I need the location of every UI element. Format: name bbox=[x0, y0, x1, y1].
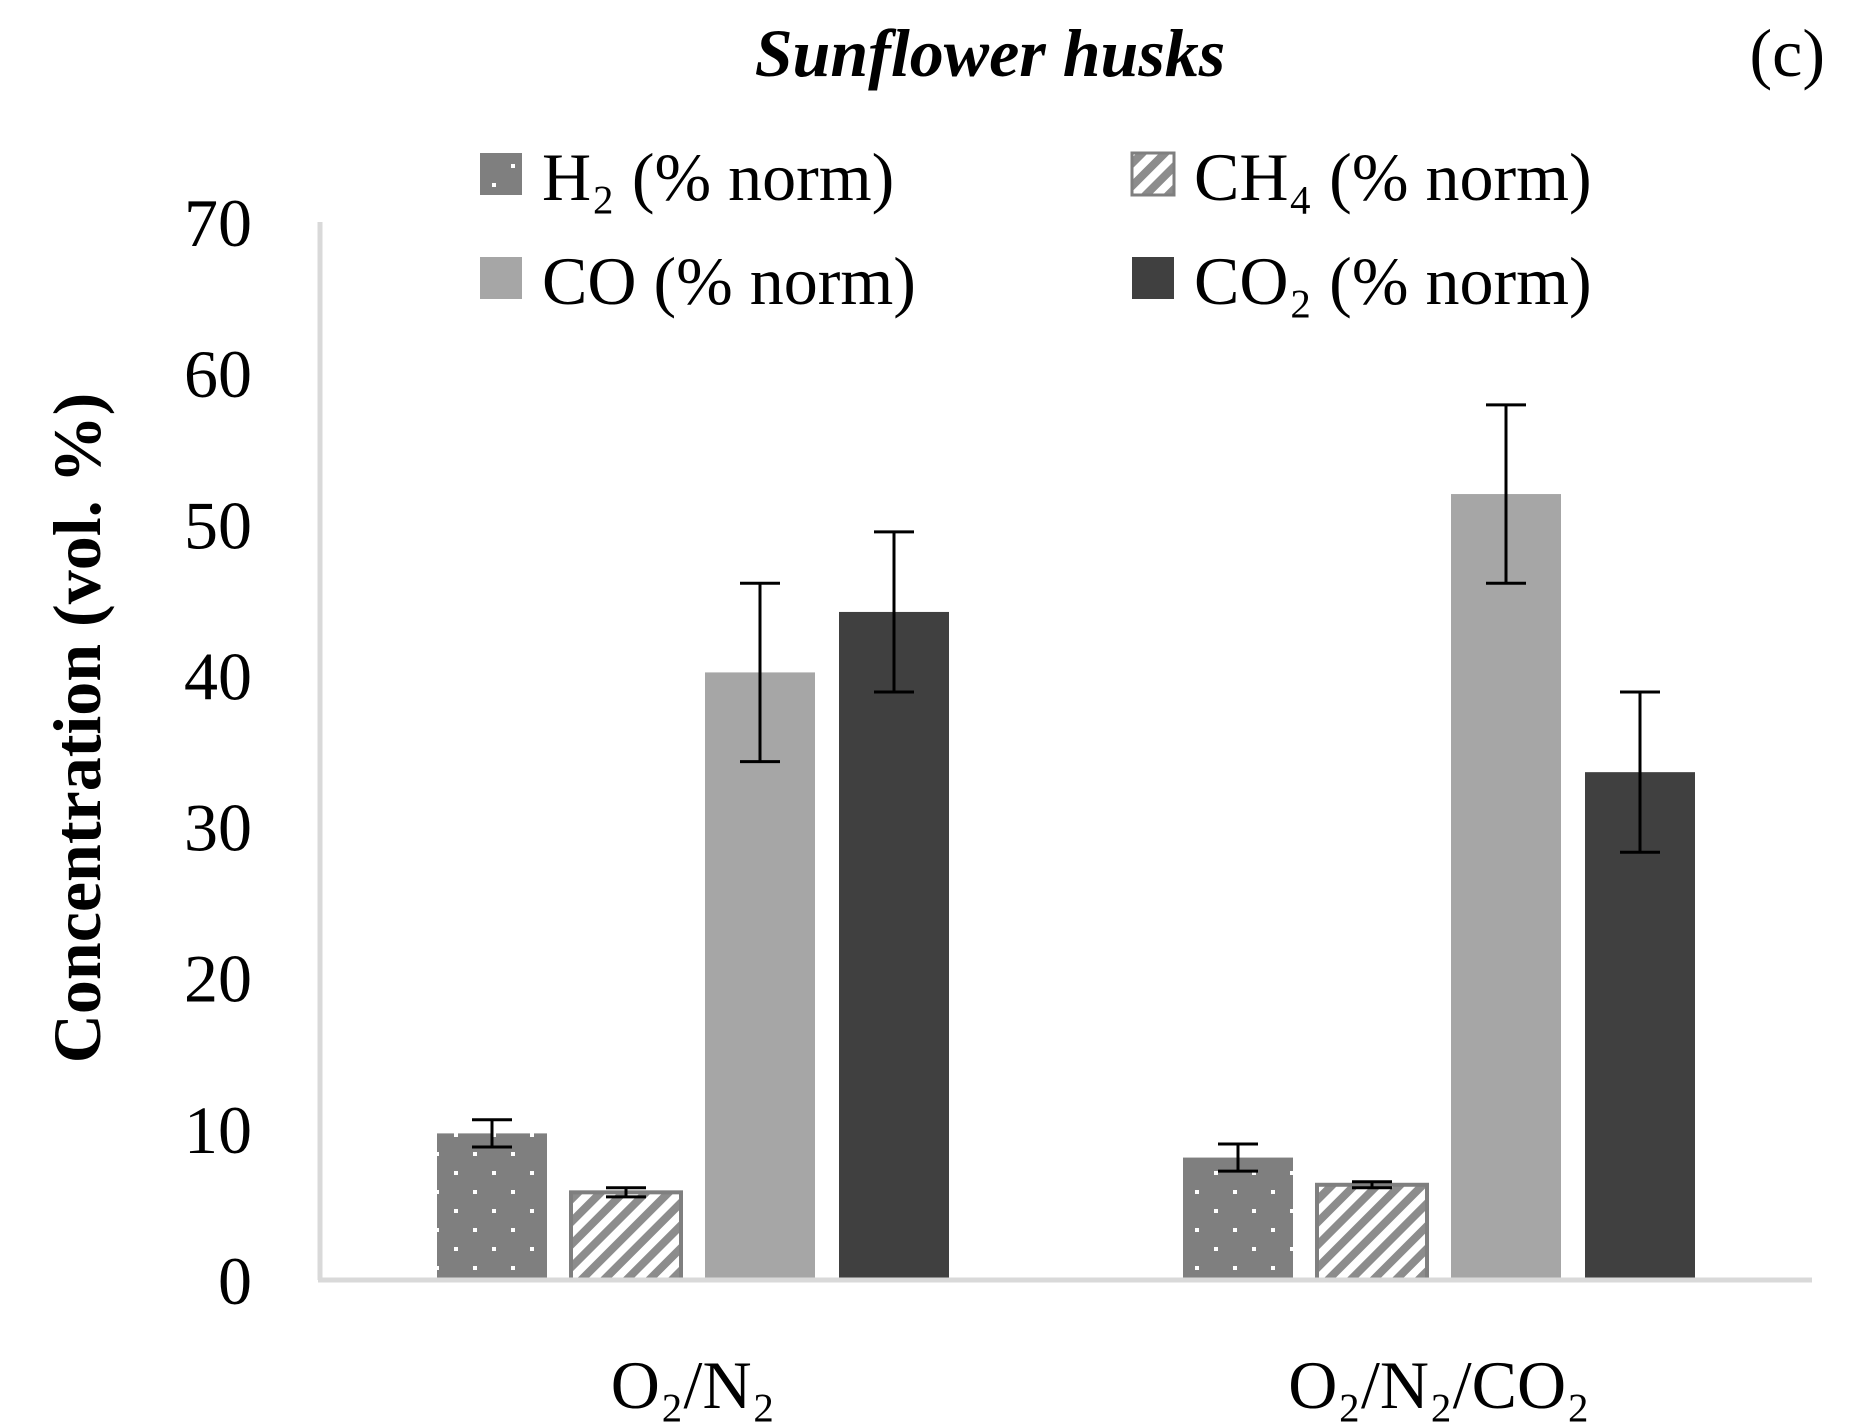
bars bbox=[437, 494, 1695, 1283]
y-axis-label: Concentration (vol. %) bbox=[39, 393, 115, 1063]
y-tick-label: 20 bbox=[184, 941, 252, 1017]
error-bar bbox=[874, 530, 914, 694]
error-bar bbox=[1218, 1142, 1258, 1173]
error-bar bbox=[472, 1118, 512, 1149]
chart-title: Sunflower husks bbox=[755, 15, 1226, 91]
legend: H₂ (% norm) CH₄ (% norm) CO (% norm) CO₂ (%… bbox=[480, 139, 1592, 319]
y-tick-label: 70 bbox=[184, 185, 252, 261]
error-bar bbox=[740, 581, 780, 764]
legend-label: H₂ (% norm) bbox=[542, 139, 894, 215]
legend-item: CH₄ (% norm) bbox=[1130, 139, 1592, 215]
error-bar bbox=[1486, 403, 1526, 585]
x-category-label: O₂/N₂ bbox=[611, 1347, 776, 1423]
x-axis-category-labels: O₂/N₂ O₂/N₂/CO₂ bbox=[611, 1347, 1590, 1423]
bar bbox=[1585, 772, 1695, 1280]
error-bar bbox=[1352, 1180, 1392, 1190]
legend-label: CH₄ (% norm) bbox=[1194, 139, 1592, 215]
y-tick-label: 10 bbox=[184, 1092, 252, 1168]
legend-swatch bbox=[480, 257, 522, 299]
y-tick-label: 60 bbox=[184, 336, 252, 412]
legend-item: H₂ (% norm) bbox=[480, 139, 894, 215]
legend-swatch bbox=[1132, 257, 1174, 299]
bar bbox=[839, 611, 949, 1280]
bar bbox=[705, 672, 815, 1280]
error-bars bbox=[472, 403, 1660, 1199]
legend-item: CO₂ (% norm) bbox=[1132, 243, 1592, 319]
legend-label: CO₂ (% norm) bbox=[1194, 243, 1592, 319]
error-bar bbox=[606, 1186, 646, 1199]
bar bbox=[437, 1133, 547, 1280]
x-category-label: O₂/N₂/CO₂ bbox=[1288, 1347, 1590, 1423]
legend-item: CO (% norm) bbox=[480, 243, 916, 319]
legend-swatch bbox=[1130, 151, 1176, 197]
y-tick-label: 30 bbox=[184, 790, 252, 866]
legend-swatch bbox=[480, 153, 522, 195]
y-axis-ticks: 0 10 20 30 40 50 60 70 bbox=[184, 185, 252, 1319]
error-bar bbox=[1620, 690, 1660, 854]
bar bbox=[569, 1190, 683, 1283]
bar bbox=[1451, 494, 1561, 1280]
bar bbox=[1315, 1182, 1429, 1283]
y-tick-label: 0 bbox=[218, 1243, 252, 1319]
panel-label: (c) bbox=[1750, 15, 1825, 91]
legend-label: CO (% norm) bbox=[542, 243, 916, 319]
y-tick-label: 50 bbox=[184, 487, 252, 563]
y-tick-label: 40 bbox=[184, 638, 252, 714]
bar bbox=[1183, 1157, 1293, 1280]
